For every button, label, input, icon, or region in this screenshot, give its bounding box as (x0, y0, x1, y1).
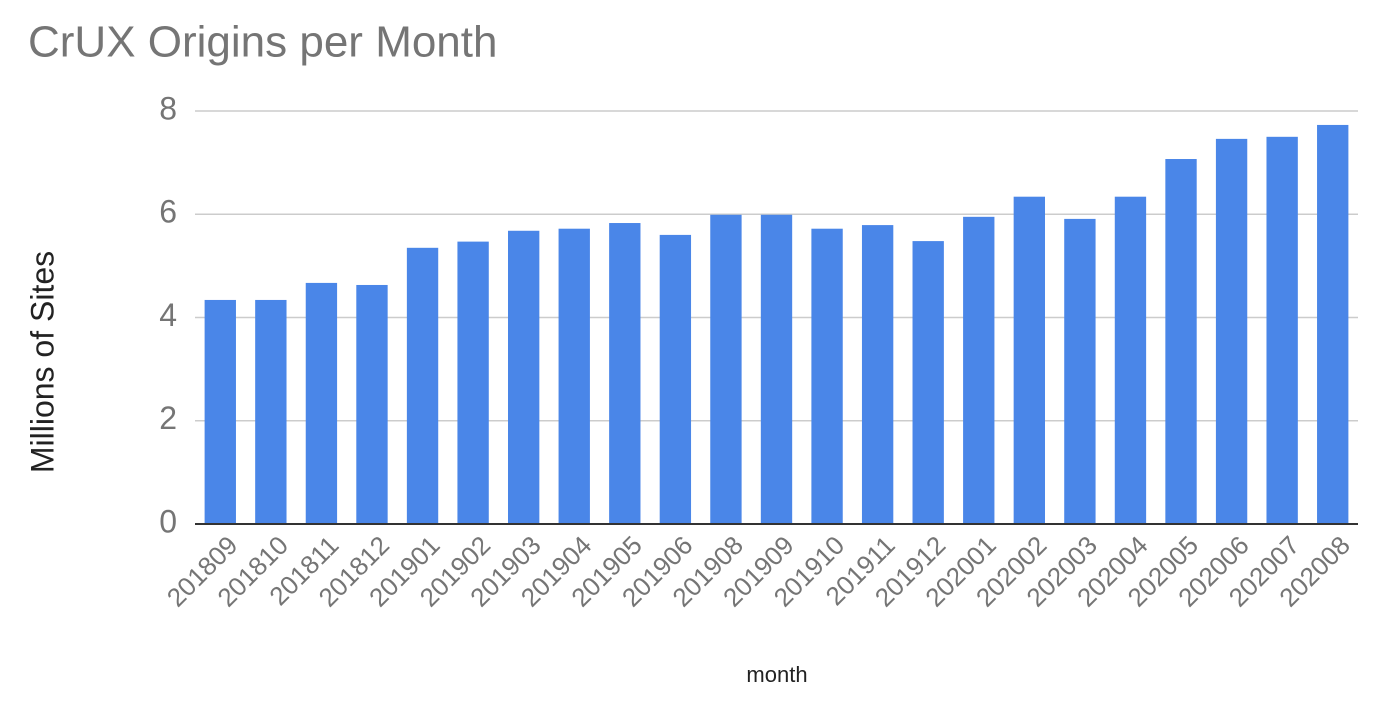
bar (861, 225, 894, 524)
bar (1266, 136, 1298, 524)
bar (507, 230, 540, 524)
y-tick-label: 4 (159, 297, 177, 333)
bar (1013, 196, 1046, 524)
bar (204, 299, 236, 524)
bar (406, 247, 439, 524)
bar (760, 214, 793, 525)
bar (811, 228, 843, 524)
bar (1165, 159, 1197, 525)
bar (255, 299, 287, 524)
bar (1114, 196, 1147, 524)
chart-title: CrUX Origins per Month (28, 18, 497, 67)
bar (305, 282, 338, 524)
bar (963, 216, 995, 525)
bar (1215, 138, 1248, 524)
bar (710, 214, 742, 525)
bar (1064, 218, 1096, 525)
bar (558, 228, 590, 524)
bar (609, 223, 641, 524)
bar (912, 241, 944, 524)
y-axis-label: Millions of Sites (24, 251, 60, 473)
bar (457, 241, 489, 524)
bar (1317, 124, 1349, 524)
y-tick-label: 8 (159, 90, 177, 126)
y-tick-label: 2 (159, 400, 177, 436)
bar (356, 284, 388, 524)
bar (659, 234, 692, 524)
y-tick-label: 6 (159, 194, 177, 230)
y-tick-label: 0 (159, 503, 177, 539)
x-axis-label: month (746, 662, 807, 687)
